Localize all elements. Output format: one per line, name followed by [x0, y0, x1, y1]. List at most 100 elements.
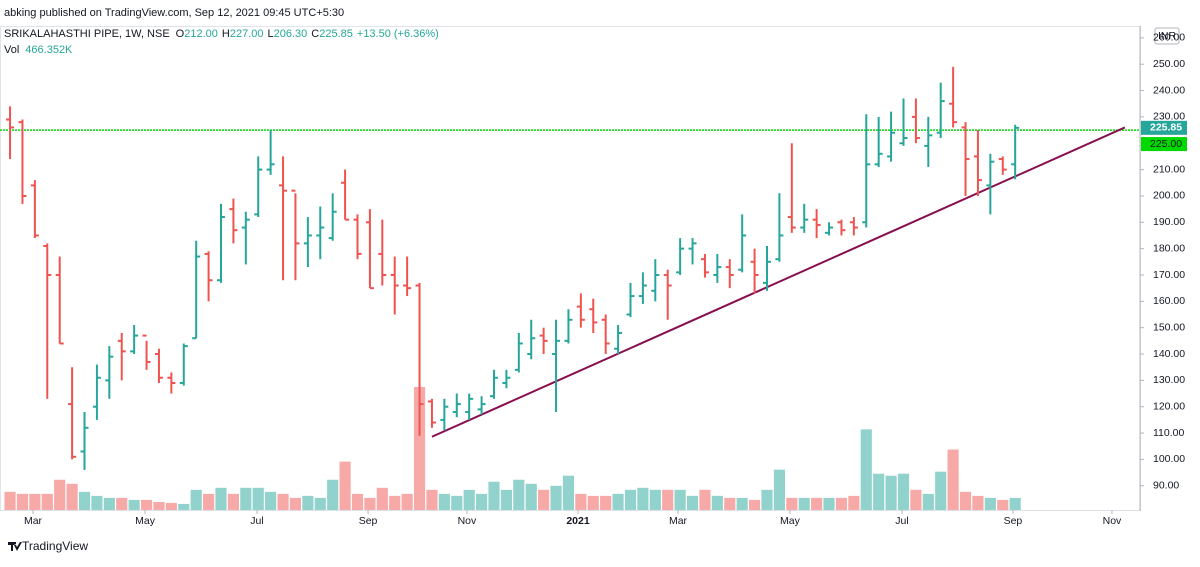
volume-bar: [972, 495, 984, 510]
y-tick-label: 130.00: [1153, 374, 1185, 386]
volume-bar: [153, 501, 165, 510]
volume-bar: [178, 503, 190, 510]
y-tick-label: 190.00: [1153, 216, 1185, 228]
volume-bar: [302, 495, 314, 510]
y-tick-label: 210.00: [1153, 163, 1185, 175]
volume-bar: [140, 499, 153, 510]
y-tick-label: 110.00: [1153, 427, 1184, 439]
volume-bar: [910, 489, 922, 510]
change: +13.50 (+6.36%): [357, 28, 439, 40]
symbol: SRIKALAHASTHI PIPE, 1W, NSE: [4, 28, 170, 40]
volume-bar: [41, 493, 53, 510]
volume-bar: [562, 475, 575, 510]
last-price-label: 225.85: [1150, 122, 1182, 134]
volume-bar: [674, 489, 686, 510]
last-price-tag: [1141, 120, 1187, 135]
volume-bar: [947, 449, 959, 510]
volume-bar: [401, 493, 413, 510]
volume-bar: [463, 489, 475, 510]
volume-bar: [240, 487, 252, 510]
ohlc-value: 206.30: [274, 28, 308, 40]
hline-label: 225.00: [1150, 138, 1182, 150]
volume-bar: [860, 429, 872, 510]
x-tick-label: Jul: [250, 515, 263, 527]
volume-bar: [773, 469, 785, 510]
volume-bar: [513, 479, 525, 510]
volume-bar: [128, 499, 140, 510]
volume-bar: [327, 479, 339, 510]
volume-bar: [265, 491, 277, 510]
volume-bar: [1009, 497, 1021, 510]
volume-bar: [811, 497, 823, 510]
volume-bar: [78, 491, 91, 510]
ohlc-key: C: [311, 28, 319, 40]
volume-bar: [339, 461, 351, 510]
y-tick-label: 200.00: [1153, 190, 1185, 202]
ohlc-value: 212.00: [184, 28, 218, 40]
volume-bar: [935, 471, 947, 510]
volume-bar: [550, 485, 562, 510]
y-tick-label: 140.00: [1153, 348, 1185, 360]
volume-bar: [66, 483, 78, 510]
volume-bar: [736, 497, 748, 510]
y-tick-label: 170.00: [1153, 269, 1185, 281]
y-tick-label: 100.00: [1153, 453, 1185, 465]
volume-bar: [203, 493, 215, 510]
volume-bar: [897, 473, 910, 510]
y-tick-label: 150.00: [1153, 321, 1185, 333]
x-tick-label: May: [780, 515, 801, 527]
volume-bar: [277, 493, 289, 510]
volume-bar: [289, 497, 302, 510]
volume-bar: [488, 481, 500, 510]
volume-bar: [984, 497, 996, 510]
volume-bar: [786, 497, 798, 510]
currency-box: [1154, 27, 1180, 45]
volume-bar: [376, 487, 388, 510]
volume-bar: [997, 499, 1009, 510]
x-tick-label: Nov: [458, 515, 477, 527]
volume-bar: [438, 493, 450, 510]
volume-bar: [91, 495, 103, 510]
volume-bar: [637, 487, 649, 510]
volume-bar: [699, 489, 711, 510]
trendline: [431, 126, 1126, 438]
x-tick-label: Sep: [1004, 515, 1023, 527]
volume-bar: [885, 475, 897, 510]
volume-bar: [649, 489, 661, 510]
ohlc-value: 225.85: [319, 28, 353, 40]
ohlc-key: L: [268, 28, 274, 40]
brand-logo: [8, 542, 22, 551]
volume-bar: [476, 493, 488, 510]
y-tick-label: 250.00: [1153, 58, 1185, 70]
y-tick-label: 260.00: [1153, 32, 1185, 44]
volume-bar: [624, 489, 637, 510]
volume-bar: [662, 489, 674, 510]
volume-bar: [711, 495, 723, 510]
volume-bar: [500, 489, 512, 510]
volume-title: Vol: [4, 44, 19, 56]
hline-tag: [1141, 137, 1187, 152]
volume-bar: [748, 499, 761, 510]
volume-bar: [103, 497, 115, 510]
x-tick-label: Sep: [359, 515, 378, 527]
volume-bar: [575, 493, 587, 510]
volume-bar: [451, 495, 463, 510]
volume-legend: Vol 466.352K: [4, 44, 73, 56]
volume-bar: [389, 495, 401, 510]
volume-bar: [165, 502, 177, 510]
y-tick-label: 160.00: [1153, 295, 1185, 307]
x-tick-label: 2021: [566, 515, 590, 527]
ohlc-key: O: [176, 28, 185, 40]
x-tick-label: Nov: [1103, 515, 1122, 527]
volume-bar: [116, 497, 128, 510]
volume-bar: [724, 497, 736, 510]
volume-bar: [823, 497, 835, 510]
x-tick-label: May: [135, 515, 156, 527]
volume-value: 466.352K: [25, 44, 73, 56]
currency: INR: [1158, 30, 1177, 42]
volume-bar: [959, 491, 972, 510]
volume-bar: [426, 489, 438, 510]
volume-bar: [413, 386, 426, 510]
